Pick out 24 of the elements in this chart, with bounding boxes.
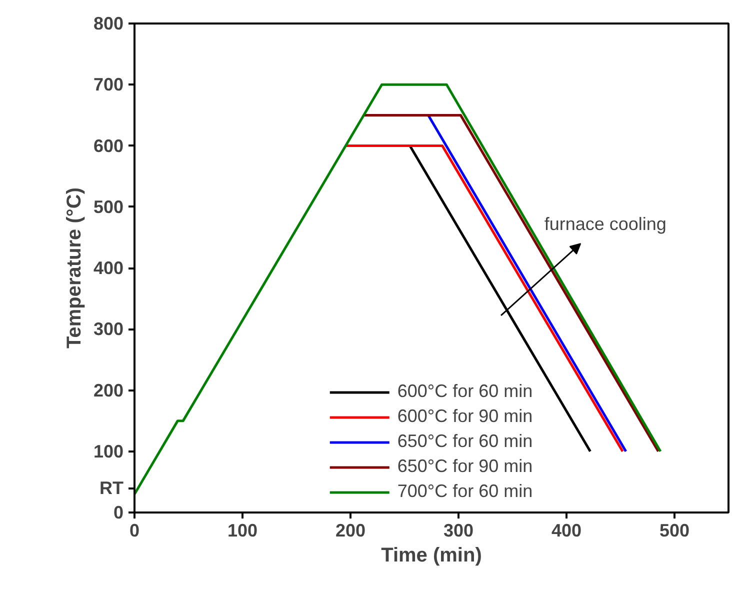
x-tick-label: 500 xyxy=(659,520,690,540)
y-tick-label: 800 xyxy=(93,14,124,34)
x-tick-label: 100 xyxy=(227,520,258,540)
y-axis-title: Temperature (°C) xyxy=(63,187,86,348)
x-tick-label: 300 xyxy=(443,520,474,540)
y-tick-label: 100 xyxy=(93,441,124,462)
x-tick-label: 200 xyxy=(335,520,366,540)
y-tick-label: 300 xyxy=(93,319,124,340)
legend-label: 700°C for 60 min xyxy=(397,481,533,502)
y-tick-label: 200 xyxy=(93,380,124,400)
y-tick-label: 500 xyxy=(93,196,124,217)
annotation: furnace cooling xyxy=(544,214,666,234)
legend-label: 600°C for 90 min xyxy=(397,406,533,427)
x-axis-title: Time (min) xyxy=(381,544,482,566)
y-tick-label: 0 xyxy=(113,502,124,522)
y-tick-label: 400 xyxy=(93,258,124,278)
x-tick-label: 400 xyxy=(551,520,582,540)
legend-label: 650°C for 90 min xyxy=(397,456,533,477)
y-tick-label: 700 xyxy=(93,74,124,95)
legend-label: 600°C for 60 min xyxy=(397,381,533,402)
x-tick-label: 0 xyxy=(129,520,140,540)
y-tick-label: 600 xyxy=(93,136,124,156)
legend-label: 650°C for 60 min xyxy=(397,431,533,452)
text: RT xyxy=(100,478,124,498)
